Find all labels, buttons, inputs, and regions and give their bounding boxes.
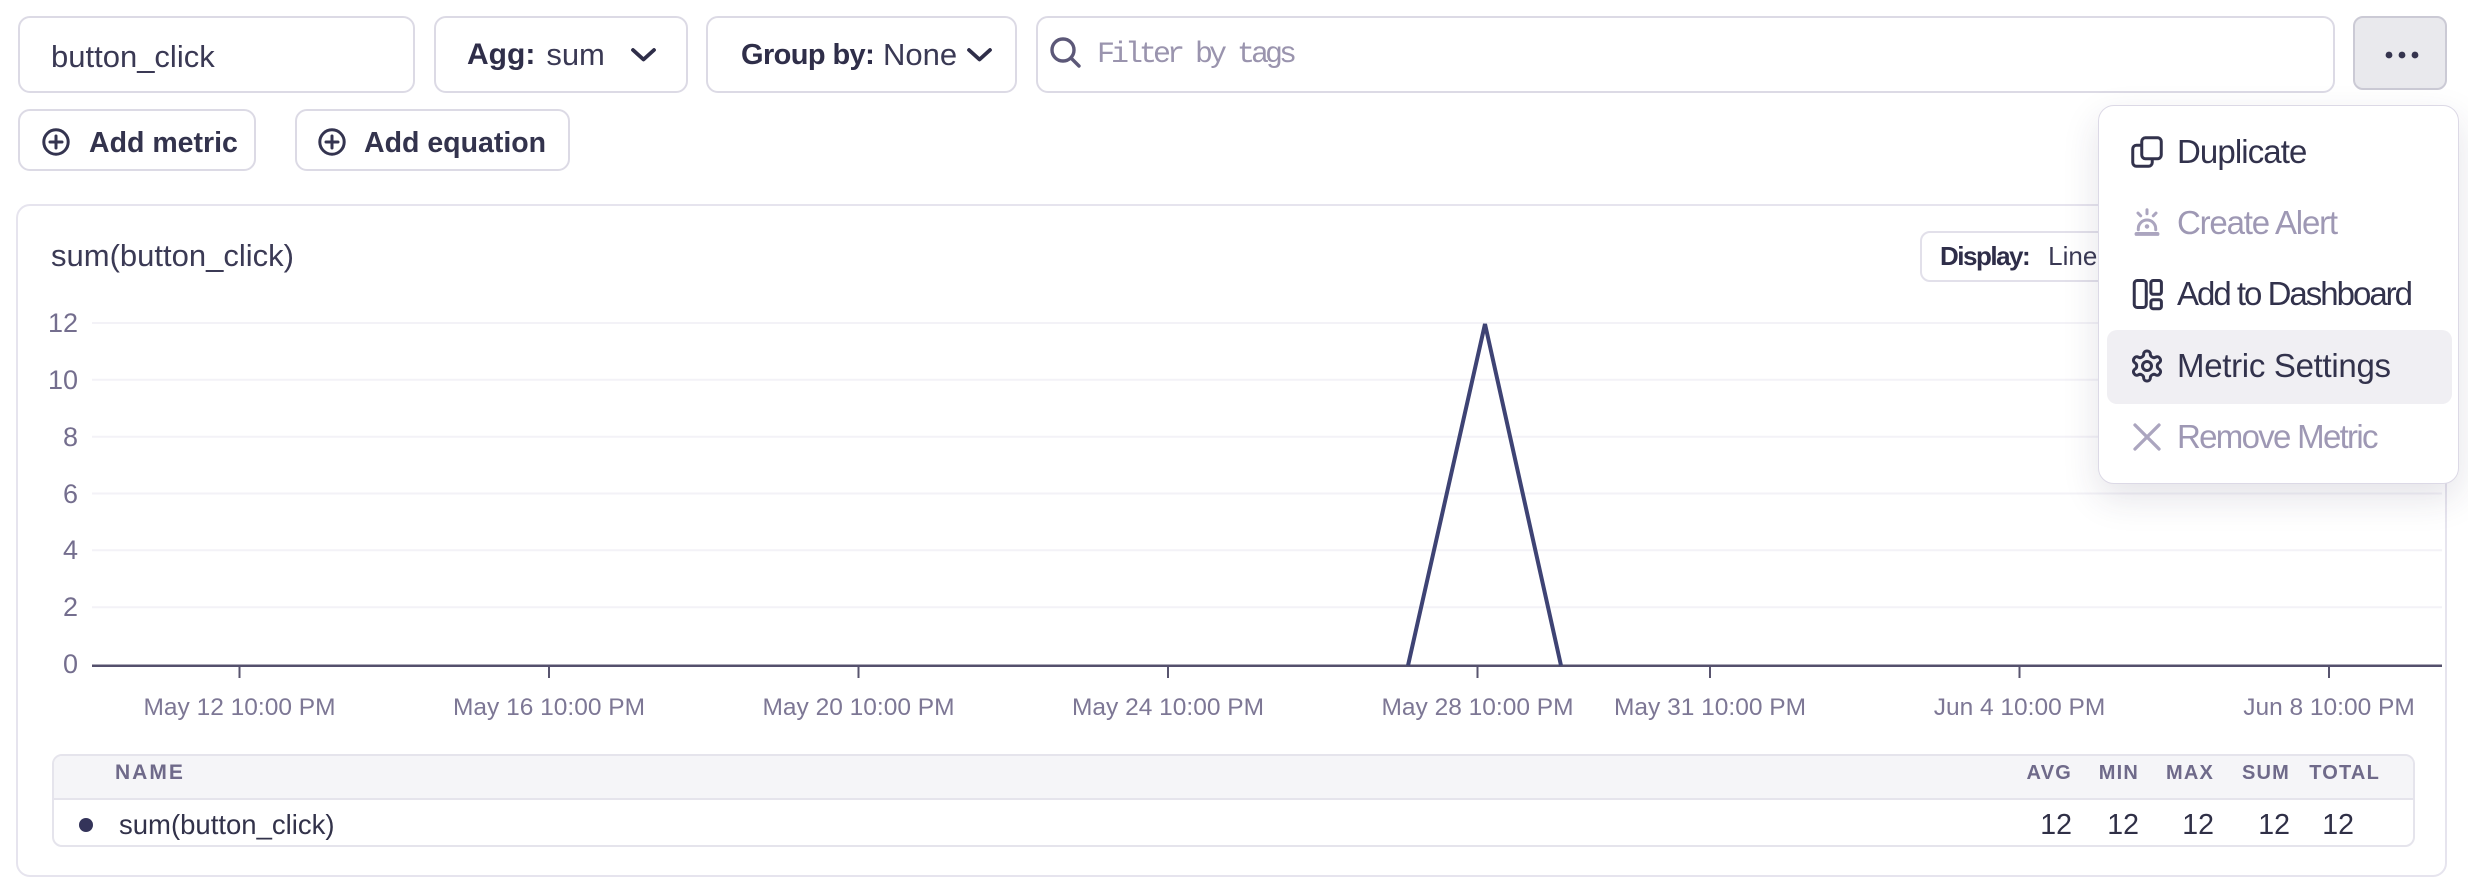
svg-text:6: 6 — [63, 479, 78, 509]
svg-text:May 12 10:00 PM: May 12 10:00 PM — [143, 694, 335, 721]
svg-text:0: 0 — [63, 649, 78, 679]
svg-text:May 24 10:00 PM: May 24 10:00 PM — [1072, 694, 1264, 721]
svg-text:May 28 10:00 PM: May 28 10:00 PM — [1381, 694, 1573, 721]
svg-text:May 16 10:00 PM: May 16 10:00 PM — [453, 694, 645, 721]
svg-text:10: 10 — [48, 365, 78, 395]
svg-text:2: 2 — [63, 592, 78, 622]
svg-text:Jun 8 10:00 PM: Jun 8 10:00 PM — [2243, 694, 2415, 721]
svg-text:Jun 4 10:00 PM: Jun 4 10:00 PM — [1934, 694, 2106, 721]
svg-text:12: 12 — [48, 308, 78, 338]
svg-text:8: 8 — [63, 422, 78, 452]
svg-text:May 31 10:00 PM: May 31 10:00 PM — [1614, 694, 1806, 721]
svg-text:May 20 10:00 PM: May 20 10:00 PM — [762, 694, 954, 721]
svg-text:4: 4 — [63, 535, 78, 565]
